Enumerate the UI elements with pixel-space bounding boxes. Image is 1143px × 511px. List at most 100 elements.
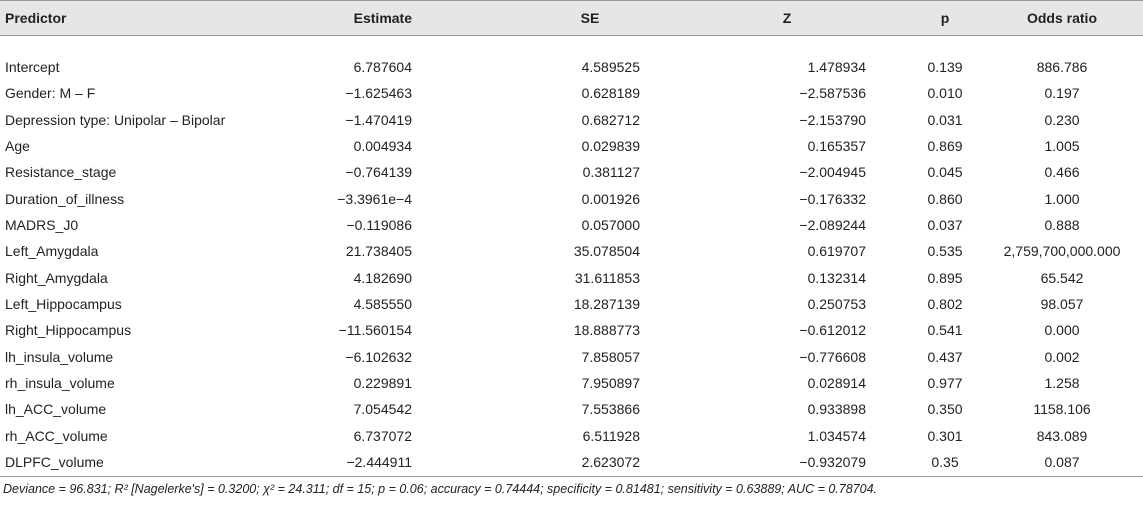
table-cell: 4.589525 — [581, 59, 640, 75]
table-cell: 7.553866 — [581, 401, 640, 418]
table-cell: −0.932079 — [799, 453, 866, 470]
table-cell: Left_Amygdala — [5, 243, 99, 260]
table-cell: −0.119086 — [346, 216, 412, 233]
table-cell: 1.258 — [1044, 374, 1080, 391]
table-cell: 0.229891 — [353, 374, 412, 391]
table-cell: 1.000 — [1044, 190, 1080, 207]
header-cell: Z — [782, 10, 792, 26]
table-cell: 0.045 — [927, 164, 963, 181]
table-cell: 2.623072 — [581, 453, 640, 470]
table-cell: 7.054542 — [353, 401, 412, 418]
header-cell: Predictor — [5, 10, 67, 26]
table-cell: 0.802 — [927, 295, 963, 312]
table-cell: MADRS_J0 — [5, 216, 79, 233]
table-cell: −0.612012 — [799, 322, 866, 339]
table-cell: 31.611853 — [574, 269, 640, 286]
table-cell: 0.466 — [1044, 164, 1080, 181]
table-cell: 0.977 — [927, 374, 963, 391]
table-cell: 0.869 — [927, 137, 963, 154]
header-cell: Odds ratio — [1026, 10, 1098, 26]
table-cell: 1.034574 — [807, 427, 866, 444]
table-cell: 0.535 — [927, 243, 963, 260]
table-cell: Intercept — [5, 59, 60, 75]
table-cell: 7.950897 — [581, 374, 640, 391]
table-cell: −6.102632 — [345, 348, 412, 365]
table-cell: Right_Hippocampus — [5, 322, 132, 339]
table-cell: 0.028914 — [807, 374, 866, 391]
table-cell: 0.037 — [927, 216, 963, 233]
table-cell: rh_ACC_volume — [5, 427, 108, 444]
table-cell: Left_Hippocampus — [5, 295, 122, 312]
table-cell: 0.381127 — [582, 164, 640, 181]
table-cell: 4.585550 — [353, 295, 412, 312]
table-cell: 0.541 — [927, 322, 963, 339]
table-cell: 0.000 — [1044, 322, 1080, 339]
table-cell: 2,759,700,000.000 — [1003, 243, 1121, 260]
table-cell: 886.786 — [1036, 59, 1088, 75]
table-cell: 0.057000 — [581, 216, 640, 233]
table-cell: 0.029839 — [581, 137, 640, 154]
table-cell: Gender: M – F — [5, 85, 96, 102]
table-cell: 0.350 — [927, 401, 963, 418]
table-cell: 35.078504 — [573, 243, 640, 260]
table-cell: Right_Amygdala — [5, 269, 108, 286]
table-cell: 0.197 — [1044, 85, 1080, 102]
table-cell: 0.437 — [927, 348, 963, 365]
table-cell: 0.682712 — [581, 111, 640, 128]
table-cell: lh_insula_volume — [5, 348, 114, 365]
table-cell: 0.895 — [927, 269, 963, 286]
header-cell: Estimate — [353, 10, 412, 26]
table-cell: 0.301 — [927, 427, 963, 444]
table-cell: −2.089244 — [799, 216, 866, 233]
table-cell: 843.089 — [1036, 427, 1088, 444]
table-cell: 4.182690 — [353, 269, 412, 286]
table-cell: 0.010 — [927, 85, 963, 102]
table-cell: −0.764139 — [345, 164, 412, 181]
table-cell: 18.888773 — [573, 322, 640, 339]
table-cell: 18.287139 — [573, 295, 640, 312]
table-cell: 0.230 — [1044, 111, 1080, 128]
table-cell: −3.3961e−4 — [337, 190, 412, 207]
table-cell: 0.888 — [1044, 216, 1080, 233]
table-cell: 0.001926 — [581, 190, 640, 207]
table-cell: −2.444911 — [346, 453, 412, 470]
table-cell: 7.858057 — [581, 348, 640, 365]
header-cell: SE — [580, 10, 600, 26]
table-cell: 6.787604 — [353, 59, 412, 75]
table-cell: −0.176332 — [799, 190, 866, 207]
table-cell: 0.628189 — [581, 85, 640, 102]
table-cell: −2.153790 — [799, 111, 866, 128]
table-cell: 0.35 — [931, 453, 959, 470]
table-cell: Depression type: Unipolar – Bipolar — [5, 111, 226, 128]
table-cell: 0.860 — [927, 190, 963, 207]
table-cell: 1.005 — [1044, 137, 1080, 154]
table-cell: rh_insula_volume — [5, 374, 115, 391]
table-cell: −2.004945 — [799, 164, 866, 181]
table-cell: Age — [5, 137, 30, 154]
table-cell: −1.625463 — [345, 85, 412, 102]
table-cell: 6.511928 — [582, 427, 640, 444]
table-cell: DLPFC_volume — [5, 453, 104, 470]
table-cell: −0.776608 — [799, 348, 866, 365]
table-cell: 0.002 — [1044, 348, 1080, 365]
table-cell: 0.250753 — [807, 295, 866, 312]
table-cell: 21.738405 — [345, 243, 412, 260]
header-background — [0, 0, 1143, 36]
table-cell: −11.560154 — [338, 322, 412, 339]
footnote: Deviance = 96.831; R² [Nagelerke's] = 0.… — [3, 482, 877, 496]
header-cell: p — [940, 10, 950, 26]
table-cell: 0.004934 — [353, 137, 412, 154]
table-cell: 1158.106 — [1033, 401, 1091, 418]
bottom-rule — [0, 476, 1143, 477]
table-cell: 0.933898 — [807, 401, 866, 418]
table-cell: 1.478934 — [807, 59, 866, 75]
table-cell: 6.737072 — [353, 427, 412, 444]
table-cell: Resistance_stage — [5, 164, 117, 181]
table-cell: 65.542 — [1040, 269, 1084, 286]
table-cell: 0.619707 — [807, 243, 866, 260]
table-cell: 0.031 — [927, 111, 963, 128]
table-cell: lh_ACC_volume — [5, 401, 107, 418]
table-cell: −2.587536 — [799, 85, 866, 102]
table-cell: 0.087 — [1044, 453, 1080, 470]
